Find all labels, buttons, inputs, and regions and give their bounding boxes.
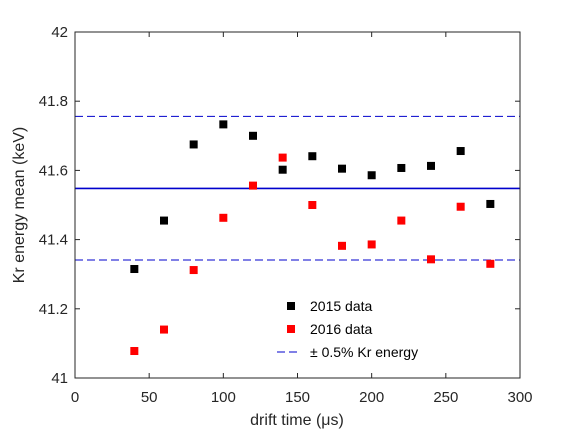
point-series0-2	[189, 140, 198, 149]
point-series0-8	[367, 171, 376, 180]
point-series0-12	[486, 199, 495, 208]
point-series1-0	[130, 347, 139, 356]
point-series1-11	[456, 202, 465, 211]
y-axis-label: Kr energy mean (keV)	[11, 127, 28, 284]
point-series1-1	[160, 325, 168, 334]
point-series1-12	[486, 259, 495, 268]
y-tick-label-0: 41	[51, 370, 68, 387]
point-series0-6	[308, 152, 317, 161]
x-axis-label: drift time (μs)	[250, 412, 344, 429]
y-axis-ticks: 41 41.2 41.4 41.6 41.8 42	[39, 24, 520, 387]
point-series0-3	[219, 120, 228, 129]
x-tick-label-0: 0	[71, 389, 79, 406]
x-tick-label-3: 150	[285, 389, 310, 406]
reference-lines	[75, 115, 520, 261]
data-points	[130, 120, 495, 356]
point-series1-2	[189, 266, 198, 275]
legend-marker-0	[287, 302, 295, 310]
y-tick-label-3: 41.6	[39, 162, 68, 179]
point-series0-11	[456, 147, 465, 156]
plot-background	[75, 32, 520, 378]
point-series1-8	[367, 240, 376, 249]
y-tick-label-2: 41.4	[39, 232, 68, 249]
x-tick-label-1: 50	[141, 389, 158, 406]
x-axis-ticks: 0 50 100 150 200 250 300	[71, 32, 533, 406]
y-tick-label-4: 41.8	[39, 93, 68, 110]
legend-label-2: ± 0.5% Kr energy	[310, 344, 418, 360]
point-series1-6	[308, 201, 317, 209]
point-series0-10	[427, 161, 435, 170]
legend-label-1: 2016 data	[310, 321, 372, 337]
point-series0-7	[338, 164, 346, 173]
y-tick-label-1: 41.2	[39, 301, 68, 318]
point-series0-9	[397, 163, 406, 172]
point-series1-7	[338, 241, 346, 250]
x-tick-label-6: 300	[507, 389, 532, 406]
point-series1-10	[427, 255, 435, 264]
point-series1-4	[249, 181, 257, 190]
legend: 2015 data 2016 data ± 0.5% Kr energy	[277, 298, 418, 360]
point-series0-1	[160, 216, 168, 225]
x-tick-label-2: 100	[211, 389, 236, 406]
y-tick-label-5: 42	[51, 24, 68, 41]
legend-label-0: 2015 data	[310, 298, 372, 314]
point-series1-9	[397, 216, 406, 225]
x-tick-label-5: 250	[433, 389, 458, 406]
legend-marker-1	[287, 325, 295, 333]
point-series0-5	[278, 165, 287, 174]
point-series1-3	[219, 213, 228, 222]
x-tick-label-4: 200	[359, 389, 384, 406]
point-series0-0	[130, 265, 139, 274]
point-series1-5	[278, 153, 287, 162]
point-series0-4	[249, 131, 257, 140]
